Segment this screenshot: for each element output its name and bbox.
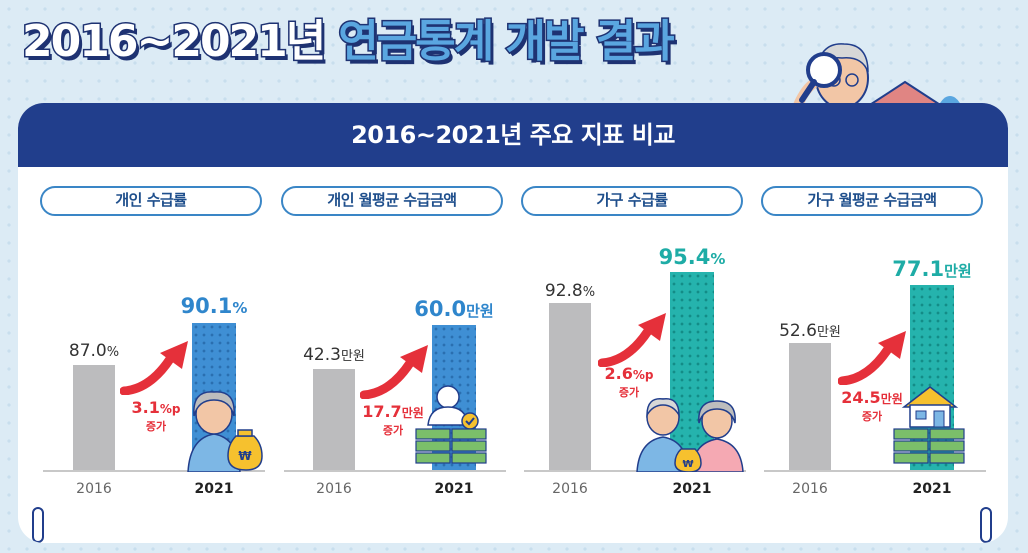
title-subject: 연금통계 개발 결과 xyxy=(337,15,676,69)
person-cash-stack-illustration xyxy=(415,385,487,464)
year-2021: 2021 xyxy=(434,481,474,497)
baseline xyxy=(524,470,746,472)
label-household-amount: 가구 월평균 수급금액 xyxy=(761,186,983,216)
binder-ring-icon xyxy=(32,507,44,543)
baseline xyxy=(284,470,506,472)
label-household-rate: 가구 수급률 xyxy=(521,186,743,216)
label-personal-rate: 개인 수급률 xyxy=(40,186,262,216)
baseline xyxy=(764,470,986,472)
svg-text:₩: ₩ xyxy=(682,459,693,470)
card-title: 2016~2021년 주요 지표 비교 xyxy=(351,121,675,149)
year-2021: 2021 xyxy=(672,481,712,497)
increase-label: 17.7만원 증가 xyxy=(362,402,424,438)
value-2016: 42.3만원 xyxy=(303,345,365,365)
elderly-woman-moneybag-illustration: ₩ xyxy=(187,391,263,472)
house-icon xyxy=(901,386,959,428)
page-title: 2016~2021년 연금통계 개발 결과 xyxy=(20,12,676,72)
year-2016: 2016 xyxy=(552,481,588,497)
card-header xyxy=(18,103,1008,167)
bar-2016 xyxy=(549,303,591,470)
statistics-card: 2016~2021년 주요 지표 비교 개인 수급률 개인 월평균 수급금액 가… xyxy=(18,103,1008,543)
increase-arrow-icon xyxy=(120,341,188,395)
year-2016: 2016 xyxy=(792,481,828,497)
value-2021: 95.4% xyxy=(658,245,726,269)
money-bag-icon: ₩ xyxy=(674,448,702,472)
increase-arrow-icon xyxy=(598,313,666,367)
bar-2016 xyxy=(789,343,831,470)
cash-stack-icon xyxy=(415,428,487,464)
year-2016: 2016 xyxy=(76,481,112,497)
label-personal-amount: 개인 월평균 수급금액 xyxy=(281,186,503,216)
baseline xyxy=(43,470,265,472)
check-icon xyxy=(461,412,479,430)
year-2016: 2016 xyxy=(316,481,352,497)
value-2021: 77.1만원 xyxy=(892,257,972,281)
value-2021: 60.0만원 xyxy=(414,297,494,321)
increase-arrow-icon xyxy=(838,331,906,385)
magnifier-icon xyxy=(799,52,842,103)
bar-2016 xyxy=(73,365,115,470)
binder-ring-icon xyxy=(980,507,992,543)
bar-2016 xyxy=(313,369,355,470)
elderly-couple-illustration: ₩ xyxy=(636,398,744,472)
value-2016: 52.6만원 xyxy=(779,321,841,341)
increase-label: 3.1%p 증가 xyxy=(131,398,181,434)
cash-stack-icon xyxy=(893,428,965,464)
svg-text:₩: ₩ xyxy=(238,449,252,463)
value-2021: 90.1% xyxy=(180,294,248,318)
year-2021: 2021 xyxy=(912,481,952,497)
title-years: 2016~2021년 xyxy=(20,15,327,69)
money-bag-icon: ₩ xyxy=(227,429,263,471)
year-2021: 2021 xyxy=(194,481,234,497)
increase-label: 24.5만원 증가 xyxy=(841,388,903,424)
value-2016: 87.0% xyxy=(68,341,120,361)
value-2016: 92.8% xyxy=(544,281,596,301)
bar-2021 xyxy=(670,272,714,470)
increase-arrow-icon xyxy=(360,345,428,399)
house-cash-stack-illustration xyxy=(893,386,965,464)
increase-label: 2.6%p 증가 xyxy=(604,364,654,400)
